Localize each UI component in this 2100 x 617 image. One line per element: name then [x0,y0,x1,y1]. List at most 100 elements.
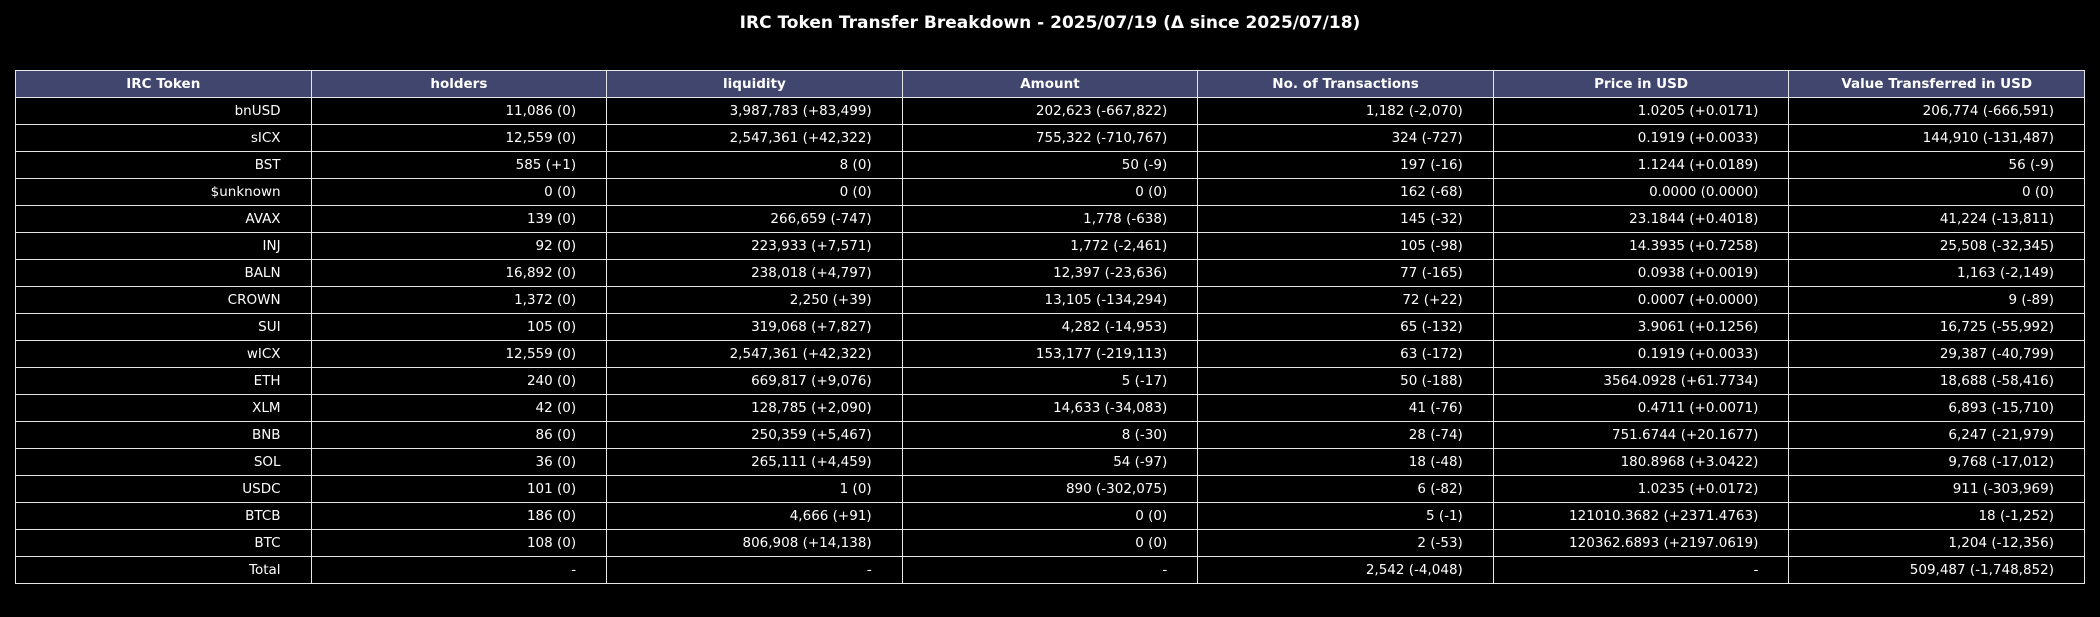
column-header: liquidity [606,70,903,98]
table-cell: 36 (0) [310,448,608,476]
table-row: XLM 42 (0) 128,785 (+2,090) 14,633 (-34,083… [15,394,2085,422]
table-row: AVAX 139 (0) 266,659 (-747) 1,778 (-638) 145… [15,205,2085,233]
token-name-cell: AVAX [15,205,312,233]
token-name-cell: SUI [15,313,312,341]
token-name-cell: SOL [15,448,312,476]
token-name-cell: USDC [15,475,312,503]
table-cell: 585 (+1) [310,151,608,179]
table-cell: 153,177 (-219,113) [901,340,1199,368]
table-cell: 202,623 (-667,822) [901,97,1199,125]
table-cell: 23.1844 (+0.4018) [1492,205,1790,233]
table-cell: 0.0007 (+0.0000) [1492,286,1790,314]
table-header: IRC Token holders liquidity Amount No. of Tr… [15,70,2085,98]
table-cell: 223,933 (+7,571) [606,232,903,260]
table-row: BST 585 (+1) 8 (0) 50 (-9) 197 (-16) 1.1244 (… [15,151,2085,179]
table-row: sICX 12,559 (0) 2,547,361 (+42,322) 755,322… [15,124,2085,152]
table-cell: 3564.0928 (+61.7734) [1492,367,1790,395]
table-cell: - [901,556,1199,584]
table-cell: 3.9061 (+0.1256) [1492,313,1790,341]
token-name-cell: bnUSD [15,97,312,125]
table-cell: 25,508 (-32,345) [1788,232,2085,260]
table-row: wICX 12,559 (0) 2,547,361 (+42,322) 153,177… [15,340,2085,368]
table-cell: 2,250 (+39) [606,286,903,314]
table-cell: - [606,556,903,584]
table-cell: 0 (0) [901,529,1199,557]
column-header: IRC Token [15,70,312,98]
table-cell: 250,359 (+5,467) [606,421,903,449]
table-cell: 0 (0) [1788,178,2085,206]
token-name-cell: BALN [15,259,312,287]
table-cell: 128,785 (+2,090) [606,394,903,422]
total-row: Total - - -2,542 (-4,048) -509,487 (-1,748,8… [15,556,2085,584]
table-cell: 16,892 (0) [310,259,608,287]
table-row: BALN 16,892 (0) 238,018 (+4,797) 12,397 (-2… [15,259,2085,287]
token-name-cell: sICX [15,124,312,152]
table-cell: 12,559 (0) [310,124,608,152]
token-name-cell: BNB [15,421,312,449]
table-cell: - [1492,556,1790,584]
table-cell: 755,322 (-710,767) [901,124,1199,152]
table-cell: 4,666 (+91) [606,502,903,530]
table-row: INJ 92 (0) 223,933 (+7,571) 1,772 (-2,461) 1… [15,232,2085,260]
table-cell: 2,547,361 (+42,322) [606,340,903,368]
table-cell: 41,224 (-13,811) [1788,205,2085,233]
table-row: SUI 105 (0) 319,068 (+7,827) 4,282 (-14,953… [15,313,2085,341]
table-row: BTCB 186 (0) 4,666 (+91) 0 (0) 5 (-1) 121010.… [15,502,2085,530]
table-cell: 0 (0) [310,178,608,206]
token-name-cell: BST [15,151,312,179]
table-cell: 65 (-132) [1197,313,1494,341]
column-header: Value Transferred in USD [1788,70,2085,98]
column-header: Amount [901,70,1199,98]
table-cell: 0.0938 (+0.0019) [1492,259,1790,287]
table-cell: 28 (-74) [1197,421,1494,449]
table-cell: 56 (-9) [1788,151,2085,179]
token-name-cell: CROWN [15,286,312,314]
table-cell: 1,163 (-2,149) [1788,259,2085,287]
table-cell: 5 (-17) [901,367,1199,395]
table-cell: 9 (-89) [1788,286,2085,314]
table-cell: 8 (-30) [901,421,1199,449]
table-cell: 206,774 (-666,591) [1788,97,2085,125]
table-row: bnUSD 11,086 (0) 3,987,783 (+83,499) 202,62… [15,97,2085,125]
table-cell: 41 (-76) [1197,394,1494,422]
table-cell: 162 (-68) [1197,178,1494,206]
table-cell: 1,372 (0) [310,286,608,314]
table-cell: 101 (0) [310,475,608,503]
token-name-cell: $unknown [15,178,312,206]
table-cell: 265,111 (+4,459) [606,448,903,476]
table-cell: 0.4711 (+0.0071) [1492,394,1790,422]
table-cell: 50 (-188) [1197,367,1494,395]
token-name-cell: BTC [15,529,312,557]
table-cell: 2 (-53) [1197,529,1494,557]
page-title: IRC Token Transfer Breakdown - 2025/07/1… [739,13,1361,33]
table-cell: 1 (0) [606,475,903,503]
token-name-cell: Total [15,556,312,584]
table-cell: 16,725 (-55,992) [1788,313,2085,341]
table-cell: 77 (-165) [1197,259,1494,287]
table-cell: 145 (-32) [1197,205,1494,233]
table-row: BTC 108 (0) 806,908 (+14,138) 0 (0) 2 (-53) 1… [15,529,2085,557]
table-cell: 1,772 (-2,461) [901,232,1199,260]
header-row: IRC Token holders liquidity Amount No. of Tr… [15,70,2085,98]
table-cell: 2,542 (-4,048) [1197,556,1494,584]
table-row: SOL 36 (0) 265,111 (+4,459) 54 (-97) 18 (-48… [15,448,2085,476]
table-cell: 121010.3682 (+2371.4763) [1492,502,1790,530]
table-cell: 92 (0) [310,232,608,260]
table-cell: 0.1919 (+0.0033) [1492,340,1790,368]
table-cell: 105 (-98) [1197,232,1494,260]
token-name-cell: XLM [15,394,312,422]
table-cell: 0 (0) [606,178,903,206]
token-transfer-table: IRC Token holders liquidity Amount No. of Tr… [15,70,2085,584]
table-cell: 6 (-82) [1197,475,1494,503]
table-cell: 18 (-48) [1197,448,1494,476]
table-cell: 14.3935 (+0.7258) [1492,232,1790,260]
token-name-cell: INJ [15,232,312,260]
table-cell: 1.0205 (+0.0171) [1492,97,1790,125]
table-cell: 5 (-1) [1197,502,1494,530]
table-cell: 240 (0) [310,367,608,395]
table-cell: 509,487 (-1,748,852) [1788,556,2085,584]
table-row: BNB 86 (0) 250,359 (+5,467) 8 (-30) 28 (-74)… [15,421,2085,449]
table-cell: 319,068 (+7,827) [606,313,903,341]
token-name-cell: ETH [15,367,312,395]
table-cell: 1.0235 (+0.0172) [1492,475,1790,503]
